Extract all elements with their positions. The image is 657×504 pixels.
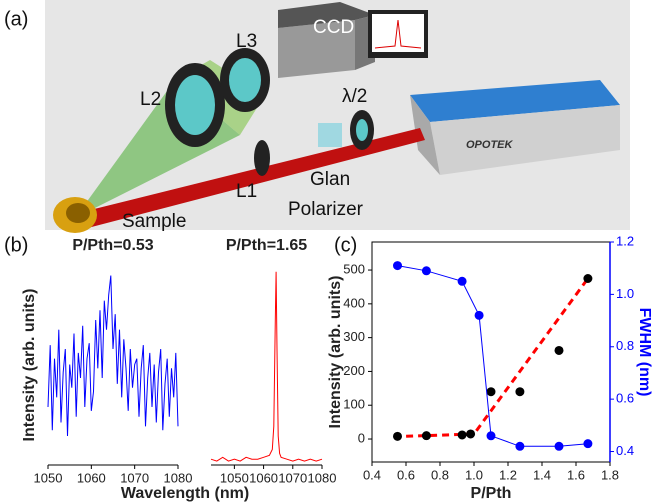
data-point xyxy=(584,274,592,282)
chart-title: P/Pth=1.65 xyxy=(226,237,307,254)
glan-prism xyxy=(318,123,342,147)
y-axis-label: Intensity (arb. units) xyxy=(327,276,344,429)
label: Polarizer xyxy=(288,199,364,220)
x-tick-label: 1.8 xyxy=(601,467,619,482)
x-tick-label: 1080 xyxy=(164,470,193,485)
x-tick-label: 1.0 xyxy=(465,467,483,482)
lens-l3-glass xyxy=(229,58,261,102)
setup-illustration: CCD L3 L2 λ/2 L1 Glan Polarizer Sample O… xyxy=(45,0,630,233)
label: Sample xyxy=(122,211,186,232)
x-tick-label: 1070 xyxy=(120,470,149,485)
data-point xyxy=(584,440,592,448)
laser-brand: OPOTEK xyxy=(466,139,514,151)
y-tick-label: 300 xyxy=(343,329,365,344)
y-tick-label: 0 xyxy=(358,430,365,445)
x-tick-label: 1060 xyxy=(249,470,278,485)
data-point xyxy=(394,262,402,270)
y2-tick-label: 1.2 xyxy=(616,233,634,248)
series-line xyxy=(394,279,588,437)
label: L2 xyxy=(140,89,161,110)
y-axis-label: Intensity (arb. units) xyxy=(21,289,38,442)
plot-frame xyxy=(372,242,610,462)
data-point xyxy=(458,277,466,285)
sample-face xyxy=(66,203,90,223)
label: CCD xyxy=(313,17,354,38)
x-tick-label: 1.6 xyxy=(567,467,585,482)
y2-tick-label: 0.4 xyxy=(616,443,634,458)
y-tick-label: 400 xyxy=(343,295,365,310)
x-tick-label: 1050 xyxy=(220,470,249,485)
y2-axis-label: FWHM (nm) xyxy=(636,308,653,397)
panel-label: (c) xyxy=(334,234,357,256)
x-tick-label: 1.2 xyxy=(499,467,517,482)
x-axis-label: P/Pth xyxy=(471,485,512,502)
data-point xyxy=(422,267,430,275)
data-point xyxy=(516,442,524,450)
label: L1 xyxy=(236,181,257,202)
x-tick-label: 1080 xyxy=(308,470,337,485)
monitor-screen xyxy=(372,14,424,52)
data-point xyxy=(487,432,495,440)
lens-l2-glass xyxy=(175,75,215,135)
y2-tick-label: 0.8 xyxy=(616,338,634,353)
data-point xyxy=(394,432,402,440)
label: Glan xyxy=(310,169,350,190)
x-tick-label: 0.6 xyxy=(397,467,415,482)
data-point xyxy=(422,432,430,440)
data-point xyxy=(516,388,524,396)
label: L3 xyxy=(236,31,257,52)
y2-tick-label: 0.6 xyxy=(616,391,634,406)
data-point xyxy=(458,431,466,439)
panel-label: (a) xyxy=(4,8,28,30)
label: λ/2 xyxy=(342,86,367,107)
data-point xyxy=(487,388,495,396)
x-tick-label: 1.4 xyxy=(533,467,551,482)
series-line xyxy=(48,276,178,437)
y-tick-label: 500 xyxy=(343,261,365,276)
data-point xyxy=(475,311,483,319)
panel-label: (b) xyxy=(4,234,28,256)
x-tick-label: 1050 xyxy=(34,470,63,485)
data-point xyxy=(555,346,563,354)
chart-title: P/Pth=0.53 xyxy=(72,237,153,254)
x-tick-label: 0.8 xyxy=(431,467,449,482)
y-tick-label: 200 xyxy=(343,363,365,378)
x-axis-label: Wavelength (nm) xyxy=(121,485,249,502)
series-line xyxy=(398,266,588,447)
series-line xyxy=(211,272,322,461)
y-tick-label: 100 xyxy=(343,397,365,412)
x-tick-label: 1060 xyxy=(77,470,106,485)
y2-tick-label: 1.0 xyxy=(616,286,634,301)
data-point xyxy=(467,430,475,438)
x-tick-label: 0.4 xyxy=(363,467,381,482)
waveplate-glass xyxy=(356,119,368,141)
lens-l1 xyxy=(254,140,270,176)
data-point xyxy=(555,442,563,450)
x-tick-label: 1070 xyxy=(278,470,307,485)
figure: CCD L3 L2 λ/2 L1 Glan Polarizer Sample O… xyxy=(0,0,657,504)
